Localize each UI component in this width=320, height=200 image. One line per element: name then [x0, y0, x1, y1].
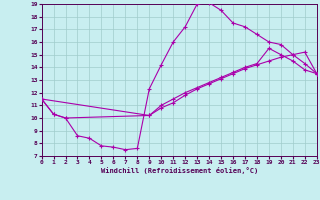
X-axis label: Windchill (Refroidissement éolien,°C): Windchill (Refroidissement éolien,°C)	[100, 167, 258, 174]
